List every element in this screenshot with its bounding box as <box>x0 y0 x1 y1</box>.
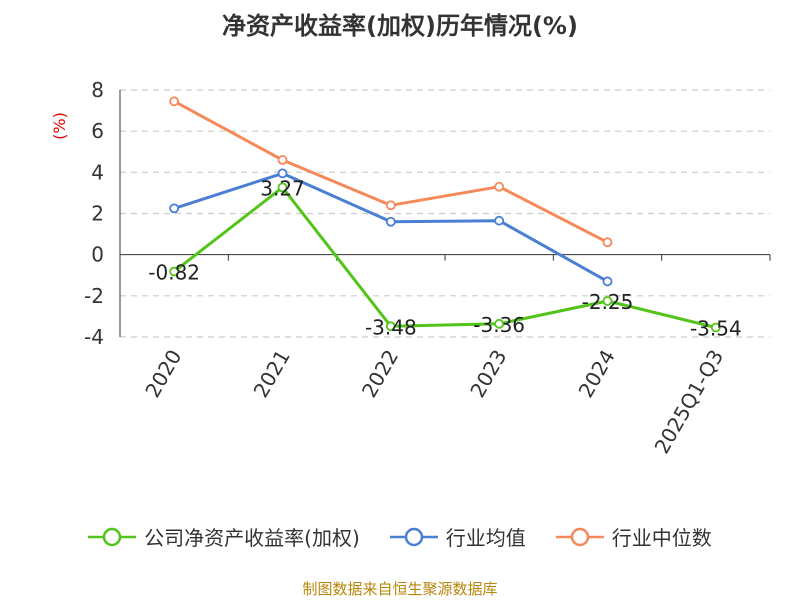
x-tick-label: 2021 <box>249 346 295 402</box>
chart-title: 净资产收益率(加权)历年情况(%) <box>222 12 578 40</box>
data-label: -3.36 <box>473 313 525 337</box>
data-label: -3.54 <box>690 317 742 341</box>
y-tick-label: 4 <box>91 160 104 184</box>
legend-item[interactable]: 公司净资产收益率(加权) <box>88 522 360 551</box>
y-tick-label: -2 <box>84 284 104 308</box>
legend-swatch-marker <box>404 527 424 546</box>
legend-swatch <box>555 527 604 546</box>
y-tick-label: 2 <box>91 202 104 226</box>
legend-swatch <box>88 527 137 546</box>
data-point <box>494 181 505 192</box>
series-lines <box>169 96 721 333</box>
y-tick-label: 8 <box>91 78 104 102</box>
data-point <box>602 237 613 248</box>
legend: 公司净资产收益率(加权) 行业均值 行业中位数 <box>0 522 800 551</box>
data-label: 3.27 <box>260 176 305 200</box>
legend-label: 行业中位数 <box>611 526 712 550</box>
data-labels: -0.82 3.27 -3.48 -3.36 -2.25 -3.54 <box>148 176 741 340</box>
data-point <box>277 168 288 179</box>
x-tick-label: 2025Q1-Q3 <box>649 346 728 458</box>
series-line-0 <box>173 185 717 329</box>
x-tick-label: 2020 <box>140 346 186 402</box>
legend-item[interactable]: 行业中位数 <box>555 522 712 551</box>
data-point <box>385 216 396 227</box>
x-tick-label: 2022 <box>357 346 403 402</box>
x-tick-label: 2023 <box>465 345 511 401</box>
data-point <box>494 318 505 329</box>
y-tick-label: -4 <box>84 325 104 349</box>
data-point <box>169 266 180 277</box>
data-point <box>710 322 721 333</box>
y-tick-label: 6 <box>91 119 104 143</box>
y-tick-label: 0 <box>91 243 104 267</box>
data-point <box>602 276 613 287</box>
series-line-1 <box>173 171 609 283</box>
data-label: -0.82 <box>148 261 200 285</box>
data-point <box>277 182 288 193</box>
x-tick-label: 2024 <box>574 346 620 402</box>
legend-swatch <box>389 527 438 546</box>
data-point <box>169 203 180 214</box>
legend-swatch-marker <box>102 527 122 546</box>
data-point <box>385 321 396 332</box>
data-label: -2.25 <box>582 290 634 314</box>
data-point <box>602 296 613 306</box>
legend-label: 公司净资产收益率(加权) <box>144 526 360 550</box>
data-point <box>494 215 505 226</box>
legend-label: 行业均值 <box>445 526 526 550</box>
data-label: -3.48 <box>365 315 417 339</box>
data-point <box>385 200 396 211</box>
y-axis-label: (%) <box>50 112 69 140</box>
grid-lines <box>120 89 770 338</box>
legend-item[interactable]: 行业均值 <box>389 522 526 551</box>
legend-swatch-marker <box>570 527 590 546</box>
data-point <box>277 155 288 165</box>
source-note: 制图数据来自恒生聚源数据库 <box>302 580 498 598</box>
data-point <box>169 96 180 107</box>
